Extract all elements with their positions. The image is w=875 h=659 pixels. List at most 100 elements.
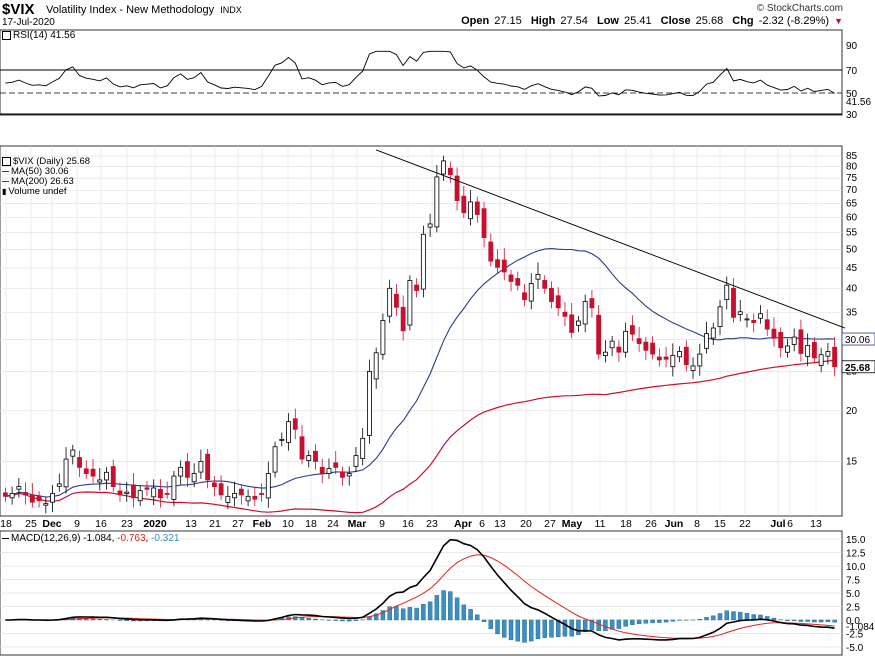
macd-histogram-bar bbox=[407, 607, 413, 621]
macd-histogram-bar bbox=[373, 613, 379, 621]
x-tick-label: 18 bbox=[0, 518, 12, 530]
macd-histogram-bar bbox=[582, 619, 588, 632]
macd-histogram-bar bbox=[542, 619, 547, 638]
candle-body bbox=[522, 292, 527, 301]
macd-histogram-bar bbox=[555, 619, 561, 637]
macd-histogram-bar bbox=[441, 590, 446, 621]
candle-body bbox=[171, 475, 177, 500]
low-value: 25.41 bbox=[624, 15, 652, 27]
x-tick-label: 23 bbox=[121, 518, 133, 530]
macd-histogram-bar bbox=[818, 619, 824, 623]
macd-histogram-bar bbox=[515, 619, 520, 642]
candle-body bbox=[468, 201, 473, 220]
candle-body bbox=[643, 341, 649, 351]
price-legend-main: $VIX (Daily) 25.68 bbox=[2, 157, 90, 167]
candle-body bbox=[454, 175, 460, 201]
candle-body bbox=[818, 354, 824, 366]
candle-body bbox=[299, 436, 305, 460]
candle-body bbox=[353, 455, 359, 467]
symbol-description: Volatility Index - New Methodology INDX bbox=[46, 4, 242, 16]
x-tick-label: 22 bbox=[739, 518, 751, 530]
candle-body bbox=[2, 492, 8, 497]
macd-histogram-bar bbox=[805, 619, 810, 622]
x-tick-label: 18 bbox=[620, 518, 632, 530]
candle-body bbox=[582, 301, 588, 325]
open-label: Open bbox=[461, 15, 490, 27]
macd-histogram-bar bbox=[731, 611, 736, 621]
candle-body bbox=[191, 473, 197, 483]
x-tick-label: May bbox=[562, 518, 583, 530]
price-tick-label: 35 bbox=[846, 307, 858, 318]
macd-tick-label: 7.5 bbox=[846, 576, 860, 587]
macd-histogram-bar bbox=[117, 619, 123, 621]
candle-body bbox=[110, 466, 116, 487]
macd-last-label: -1.084 bbox=[846, 622, 875, 633]
candle-body bbox=[623, 330, 629, 353]
price-frame bbox=[0, 145, 843, 517]
candle-body bbox=[515, 278, 521, 286]
candle-body bbox=[724, 284, 730, 301]
price-tick-label: 65 bbox=[846, 198, 858, 209]
ma50-line bbox=[5, 248, 835, 498]
macd-histogram-bar bbox=[636, 619, 642, 625]
candle-body bbox=[447, 167, 453, 176]
macd-tick-label: 12.5 bbox=[846, 549, 866, 560]
candle-body bbox=[373, 352, 379, 380]
candle-body bbox=[427, 223, 433, 228]
rsi-line bbox=[5, 50, 835, 97]
macd-histogram-bar bbox=[650, 619, 655, 624]
x-tick-label: Mar bbox=[348, 518, 367, 530]
macd-histogram-bar bbox=[738, 611, 743, 621]
macd-histogram-bar bbox=[798, 619, 804, 622]
price-tick-label: 75 bbox=[846, 173, 858, 184]
low-label: Low bbox=[596, 15, 619, 27]
candle-body bbox=[245, 495, 251, 502]
candle-body bbox=[346, 473, 352, 477]
macd-histogram-bar bbox=[461, 604, 467, 621]
macd-histogram-bar bbox=[299, 617, 305, 621]
ma200-line bbox=[5, 359, 835, 514]
candle-body bbox=[313, 450, 318, 462]
x-tick-label: 8 bbox=[694, 518, 700, 530]
candle-body bbox=[407, 280, 413, 326]
rsi-legend-swatch bbox=[2, 30, 11, 40]
candle-body bbox=[441, 160, 447, 175]
candle-body bbox=[663, 356, 669, 360]
candle-body bbox=[602, 351, 608, 356]
rsi-tick-label: 50 bbox=[846, 89, 858, 100]
x-tick-label: 18 bbox=[305, 518, 317, 530]
time-axis: 18 25 Dec 9 16 23 2020 13 21 27 Feb 10 18 24 Mar 9 16 23 A… bbox=[0, 146, 822, 530]
macd-histogram-bar bbox=[427, 601, 433, 621]
macd-histogram-bar bbox=[589, 619, 595, 630]
macd-histogram-bar bbox=[724, 610, 729, 621]
symbol-name: Volatility Index - New Methodology bbox=[46, 4, 215, 16]
candle-body bbox=[36, 495, 42, 502]
macd-tick-label: -2.5 bbox=[846, 629, 864, 640]
candle-body bbox=[535, 273, 541, 280]
price-legend-ma200: MA(200) 26.63 bbox=[2, 177, 90, 187]
candle-swatch bbox=[2, 157, 11, 166]
candle-body bbox=[83, 468, 89, 474]
candle-body bbox=[393, 293, 399, 308]
candle-body bbox=[238, 488, 244, 496]
rsi-tick-label: 70 bbox=[846, 66, 858, 77]
candle-body bbox=[764, 319, 770, 330]
candle-body bbox=[731, 287, 736, 318]
price-tick-label: 40 bbox=[846, 284, 858, 295]
candle-body bbox=[629, 325, 635, 335]
macd-histogram-bar bbox=[306, 618, 311, 621]
macd-histogram-bar bbox=[663, 619, 669, 623]
macd-histogram-bar bbox=[670, 619, 676, 622]
macd-histogram-bar bbox=[717, 613, 723, 621]
candle-body bbox=[50, 493, 55, 503]
macd-tick-label: 0.0 bbox=[846, 616, 860, 627]
candle-body bbox=[259, 493, 264, 495]
macd-histogram-bar bbox=[771, 617, 777, 621]
price-tick-label: 55 bbox=[846, 228, 858, 239]
macd-histogram-bar bbox=[623, 619, 628, 627]
macd-histogram-bar bbox=[488, 619, 494, 630]
candle-body bbox=[131, 484, 136, 499]
candle-body bbox=[576, 320, 581, 326]
x-tick-label: 21 bbox=[209, 518, 221, 530]
price-tick-label: 15 bbox=[846, 456, 858, 467]
